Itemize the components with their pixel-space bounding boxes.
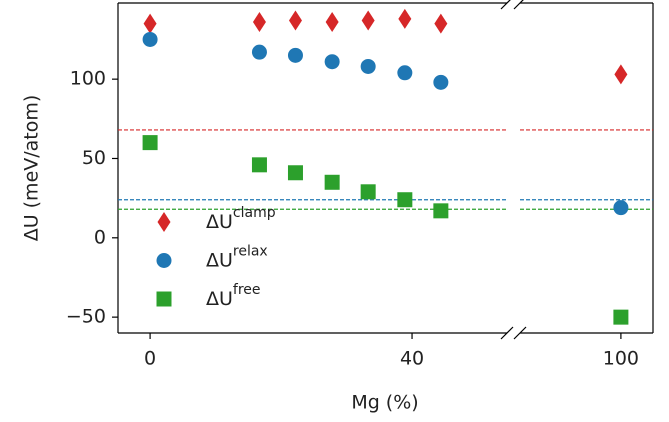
marker <box>143 13 157 34</box>
marker <box>251 44 267 60</box>
marker <box>433 74 449 90</box>
x-tick-label: 100 <box>603 348 639 370</box>
marker <box>361 10 375 31</box>
x-tick-label: 0 <box>144 348 156 370</box>
marker <box>324 174 340 190</box>
marker <box>360 184 376 200</box>
marker <box>614 64 628 85</box>
marker <box>613 200 629 216</box>
marker <box>433 203 449 219</box>
marker <box>397 192 413 208</box>
legend-superscript: relax <box>233 244 268 260</box>
marker <box>287 47 303 63</box>
legend-superscript: free <box>233 282 261 298</box>
y-tick-label: −50 <box>66 306 106 328</box>
marker <box>398 8 412 29</box>
axis-break <box>500 326 514 340</box>
legend-marker <box>156 291 172 307</box>
y-axis-label: ΔU (meV/atom) <box>21 95 43 242</box>
marker <box>252 12 266 33</box>
legend-marker <box>157 212 171 232</box>
marker <box>288 10 302 31</box>
legend-label: ΔUclamp <box>206 205 276 233</box>
marker <box>397 65 413 81</box>
legend-label: ΔUfree <box>206 282 261 310</box>
y-tick-label: 50 <box>82 147 106 169</box>
axis-break <box>513 326 527 340</box>
marker <box>325 12 339 33</box>
legend-label: ΔUrelax <box>206 244 268 272</box>
axis-break <box>513 0 524 10</box>
legend-name: ΔU <box>206 211 233 233</box>
legend-name: ΔU <box>206 288 233 310</box>
marker <box>360 58 376 74</box>
x-tick-label: 40 <box>400 348 424 370</box>
legend-name: ΔU <box>206 249 233 271</box>
legend-marker <box>156 253 172 268</box>
marker <box>434 13 448 34</box>
y-tick-label: 100 <box>70 68 106 90</box>
marker <box>324 54 340 70</box>
axis-break <box>500 0 511 10</box>
marker <box>613 309 629 325</box>
marker <box>251 157 267 173</box>
marker <box>287 165 303 181</box>
marker <box>142 135 158 151</box>
marker <box>142 31 158 47</box>
y-tick-label: 0 <box>94 226 106 248</box>
x-axis-label: Mg (%) <box>351 392 418 414</box>
legend-superscript: clamp <box>233 205 276 221</box>
